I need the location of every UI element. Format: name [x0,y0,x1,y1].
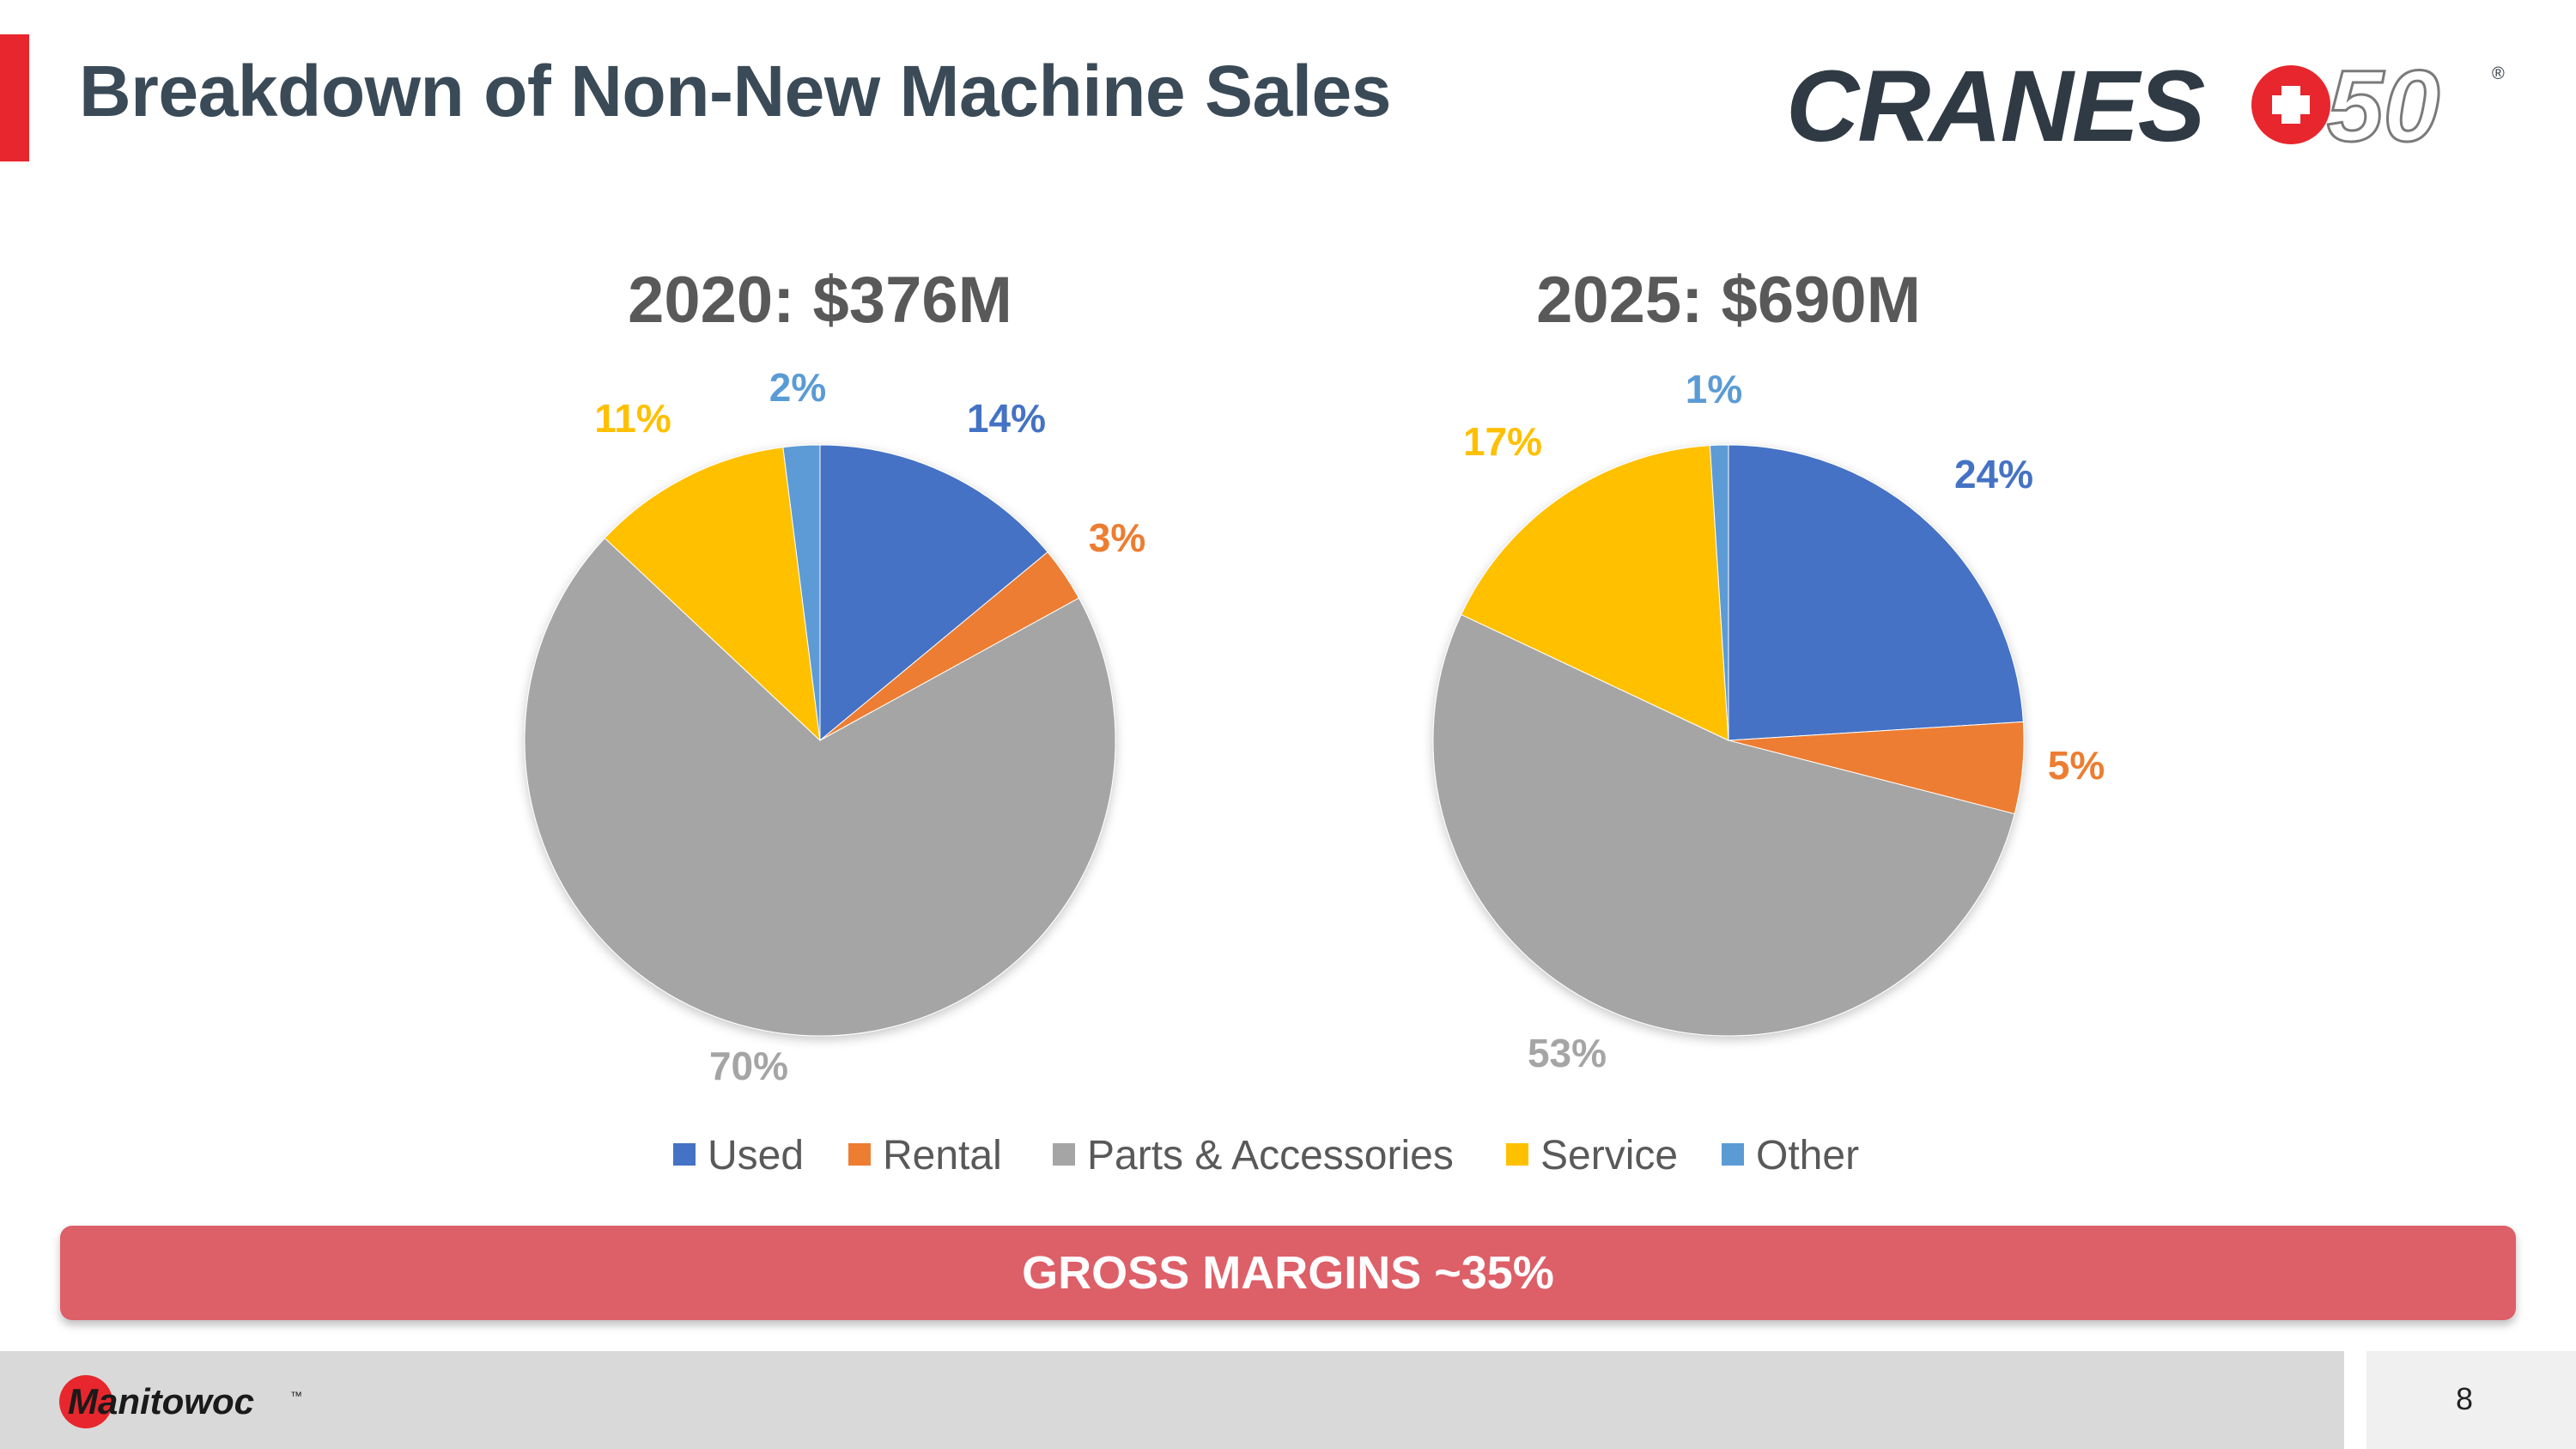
cranes-50-logo: CRANES 50 ® [1786,49,2505,165]
gross-margins-text: GROSS MARGINS ~35% [1022,1247,1554,1299]
pie-2-title: 2025: $690M [1536,264,1921,337]
pie-2-label-service: 17% [1463,419,1542,464]
pie-1-label-used: 14% [967,396,1046,441]
pie-1-slice-other [782,444,821,741]
legend-swatch-parts-accessories [1053,1143,1075,1166]
gross-margins-banner: GROSS MARGINS ~35% [60,1226,2516,1320]
manitowoc-emblem-icon [59,1375,112,1428]
page-title: Breakdown of Non-New Machine Sales [79,51,1391,131]
legend-label-service: Service [1540,1133,1678,1178]
legend-label-rental: Rental [883,1133,1002,1178]
registered-mark: ® [2492,64,2505,83]
manitowoc-logo-text: Manitowoc [68,1381,254,1422]
cranes-logo-text: CRANES [1786,50,2205,163]
page-number: 8 [2456,1381,2474,1416]
pie-2-label-used: 24% [1954,452,2033,496]
pie-1-title: 2020: $376M [628,264,1012,337]
pie-1-label-rental: 3% [1089,515,1145,560]
pie-1-slices [524,444,1116,1037]
red-cross-icon [2251,65,2330,144]
title-accent-bar [0,34,29,161]
pie-2-label-parts-accessories: 53% [1528,1031,1607,1075]
legend-swatch-other [1722,1143,1744,1166]
manitowoc-trademark: ™ [290,1389,302,1403]
legend-label-other: Other [1756,1133,1859,1178]
pie-1-label-other: 2% [769,365,826,410]
legend-swatch-rental [848,1143,871,1166]
pie-1-label-service: 11% [594,396,671,441]
pie-2-slice-service [1461,445,1729,741]
legend-label-parts-accessories: Parts & Accessories [1087,1133,1454,1178]
manitowoc-logo: Manitowoc ™ [59,1375,302,1428]
pie-1-slice-parts-accessories [524,537,1116,1037]
legend-label-used: Used [708,1133,804,1178]
pie-1-slice-used [819,444,1048,742]
pie-1-slice-service [604,447,821,742]
pie-1-label-parts-accessories: 70% [709,1044,788,1088]
pie-2-label-other: 1% [1686,367,1742,411]
pie-2-slice-used [1728,444,2024,741]
anniversary-number: 50 [2327,50,2439,163]
footer-bar [0,1351,2344,1449]
pie-2-slices [1432,444,2025,1037]
pie-2-label-rental: 5% [2048,743,2105,788]
footer-page-box [2366,1351,2576,1449]
pie-2-slice-other [1709,444,1729,741]
legend-swatch-service [1506,1143,1528,1166]
pie-2-slice-parts-accessories [1432,613,2015,1037]
legend-swatch-used [673,1143,696,1166]
